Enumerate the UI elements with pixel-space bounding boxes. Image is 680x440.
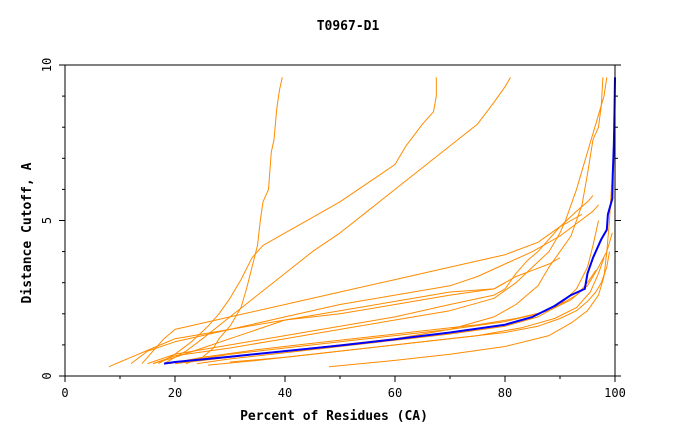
series-line-16 <box>108 282 506 368</box>
x-axis-label: Percent of Residues (CA) <box>240 409 428 424</box>
y-tick-label: 0 <box>40 372 54 379</box>
series-line-13 <box>180 270 597 363</box>
ticks-layer: 0 20 40 60 80 100 0 5 10 <box>40 58 626 400</box>
series-line-5 <box>328 127 616 368</box>
series-line-15 <box>229 251 610 363</box>
x-tick-label: 100 <box>604 386 626 400</box>
series-line-10 <box>196 220 599 365</box>
series-line-4 <box>152 77 608 365</box>
series-line-8 <box>130 204 599 364</box>
series-line-12 <box>169 232 613 365</box>
chart-title: T0967-D1 <box>317 19 380 34</box>
y-tick-label: 5 <box>40 217 54 224</box>
x-tick-label: 40 <box>278 386 292 400</box>
series-line-9 <box>147 213 583 365</box>
series-line-7 <box>141 195 594 364</box>
x-tick-label: 60 <box>388 386 402 400</box>
series-line-3 <box>163 77 511 365</box>
series-line-1 <box>185 77 283 365</box>
series-line-2 <box>158 77 437 365</box>
y-axis-label: Distance Cutoff, A <box>20 162 35 303</box>
x-tick-label: 0 <box>61 386 68 400</box>
series-line-14 <box>152 257 561 365</box>
series-layer <box>108 77 616 368</box>
x-tick-label: 20 <box>168 386 182 400</box>
x-tick-label: 80 <box>498 386 512 400</box>
highlighted-series-line <box>163 77 616 365</box>
y-tick-label: 10 <box>40 58 54 72</box>
